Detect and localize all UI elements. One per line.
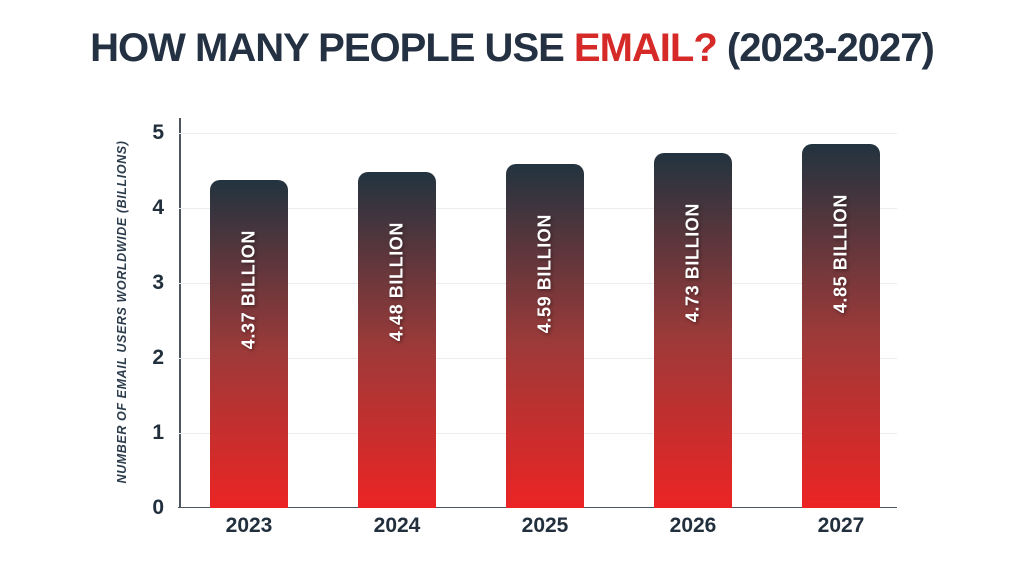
plot-area: 4.37 BILLION 4.48 BILLION 4.59 BILLION 4.73… (178, 132, 897, 508)
bar-value-label-2025: 4.59 BILLION (534, 213, 555, 333)
y-axis-line (179, 118, 181, 508)
gridline-y5 (178, 132, 897, 134)
bar-value-label-2023: 4.37 BILLION (238, 230, 259, 350)
y-tick-label-0: 0 (152, 496, 164, 519)
chart-title-dark-prefix: HOW MANY PEOPLE USE (90, 26, 574, 70)
y-tick-label-5: 5 (152, 121, 164, 144)
bar-value-label-2026: 4.73 BILLION (682, 203, 703, 323)
bar-2023: 4.37 BILLION (210, 180, 288, 508)
y-tick-label-4: 4 (152, 196, 164, 219)
x-tick-label-2025: 2025 (521, 514, 569, 537)
y-tick-label-2: 2 (152, 346, 164, 369)
y-tick-label-3: 3 (152, 271, 164, 294)
x-tick-label-2024: 2024 (373, 514, 421, 537)
x-tick-label-2023: 2023 (225, 514, 273, 537)
chart-title-dark-suffix: (2023-2027) (716, 26, 935, 70)
chart-title: HOW MANY PEOPLE USE EMAIL? (2023-2027) (0, 26, 1024, 71)
bar-2026: 4.73 BILLION (654, 153, 732, 508)
x-tick-label-2026: 2026 (669, 514, 717, 537)
bar-2024: 4.48 BILLION (358, 172, 436, 508)
y-tick-label-1: 1 (152, 421, 164, 444)
bar-2025: 4.59 BILLION (506, 163, 584, 508)
bar-value-label-2024: 4.48 BILLION (386, 222, 407, 342)
bar-2027: 4.85 BILLION (802, 144, 880, 508)
bar-value-label-2027: 4.85 BILLION (830, 194, 851, 314)
chart-title-highlight: EMAIL? (573, 26, 718, 70)
x-tick-label-2027: 2027 (817, 514, 865, 537)
